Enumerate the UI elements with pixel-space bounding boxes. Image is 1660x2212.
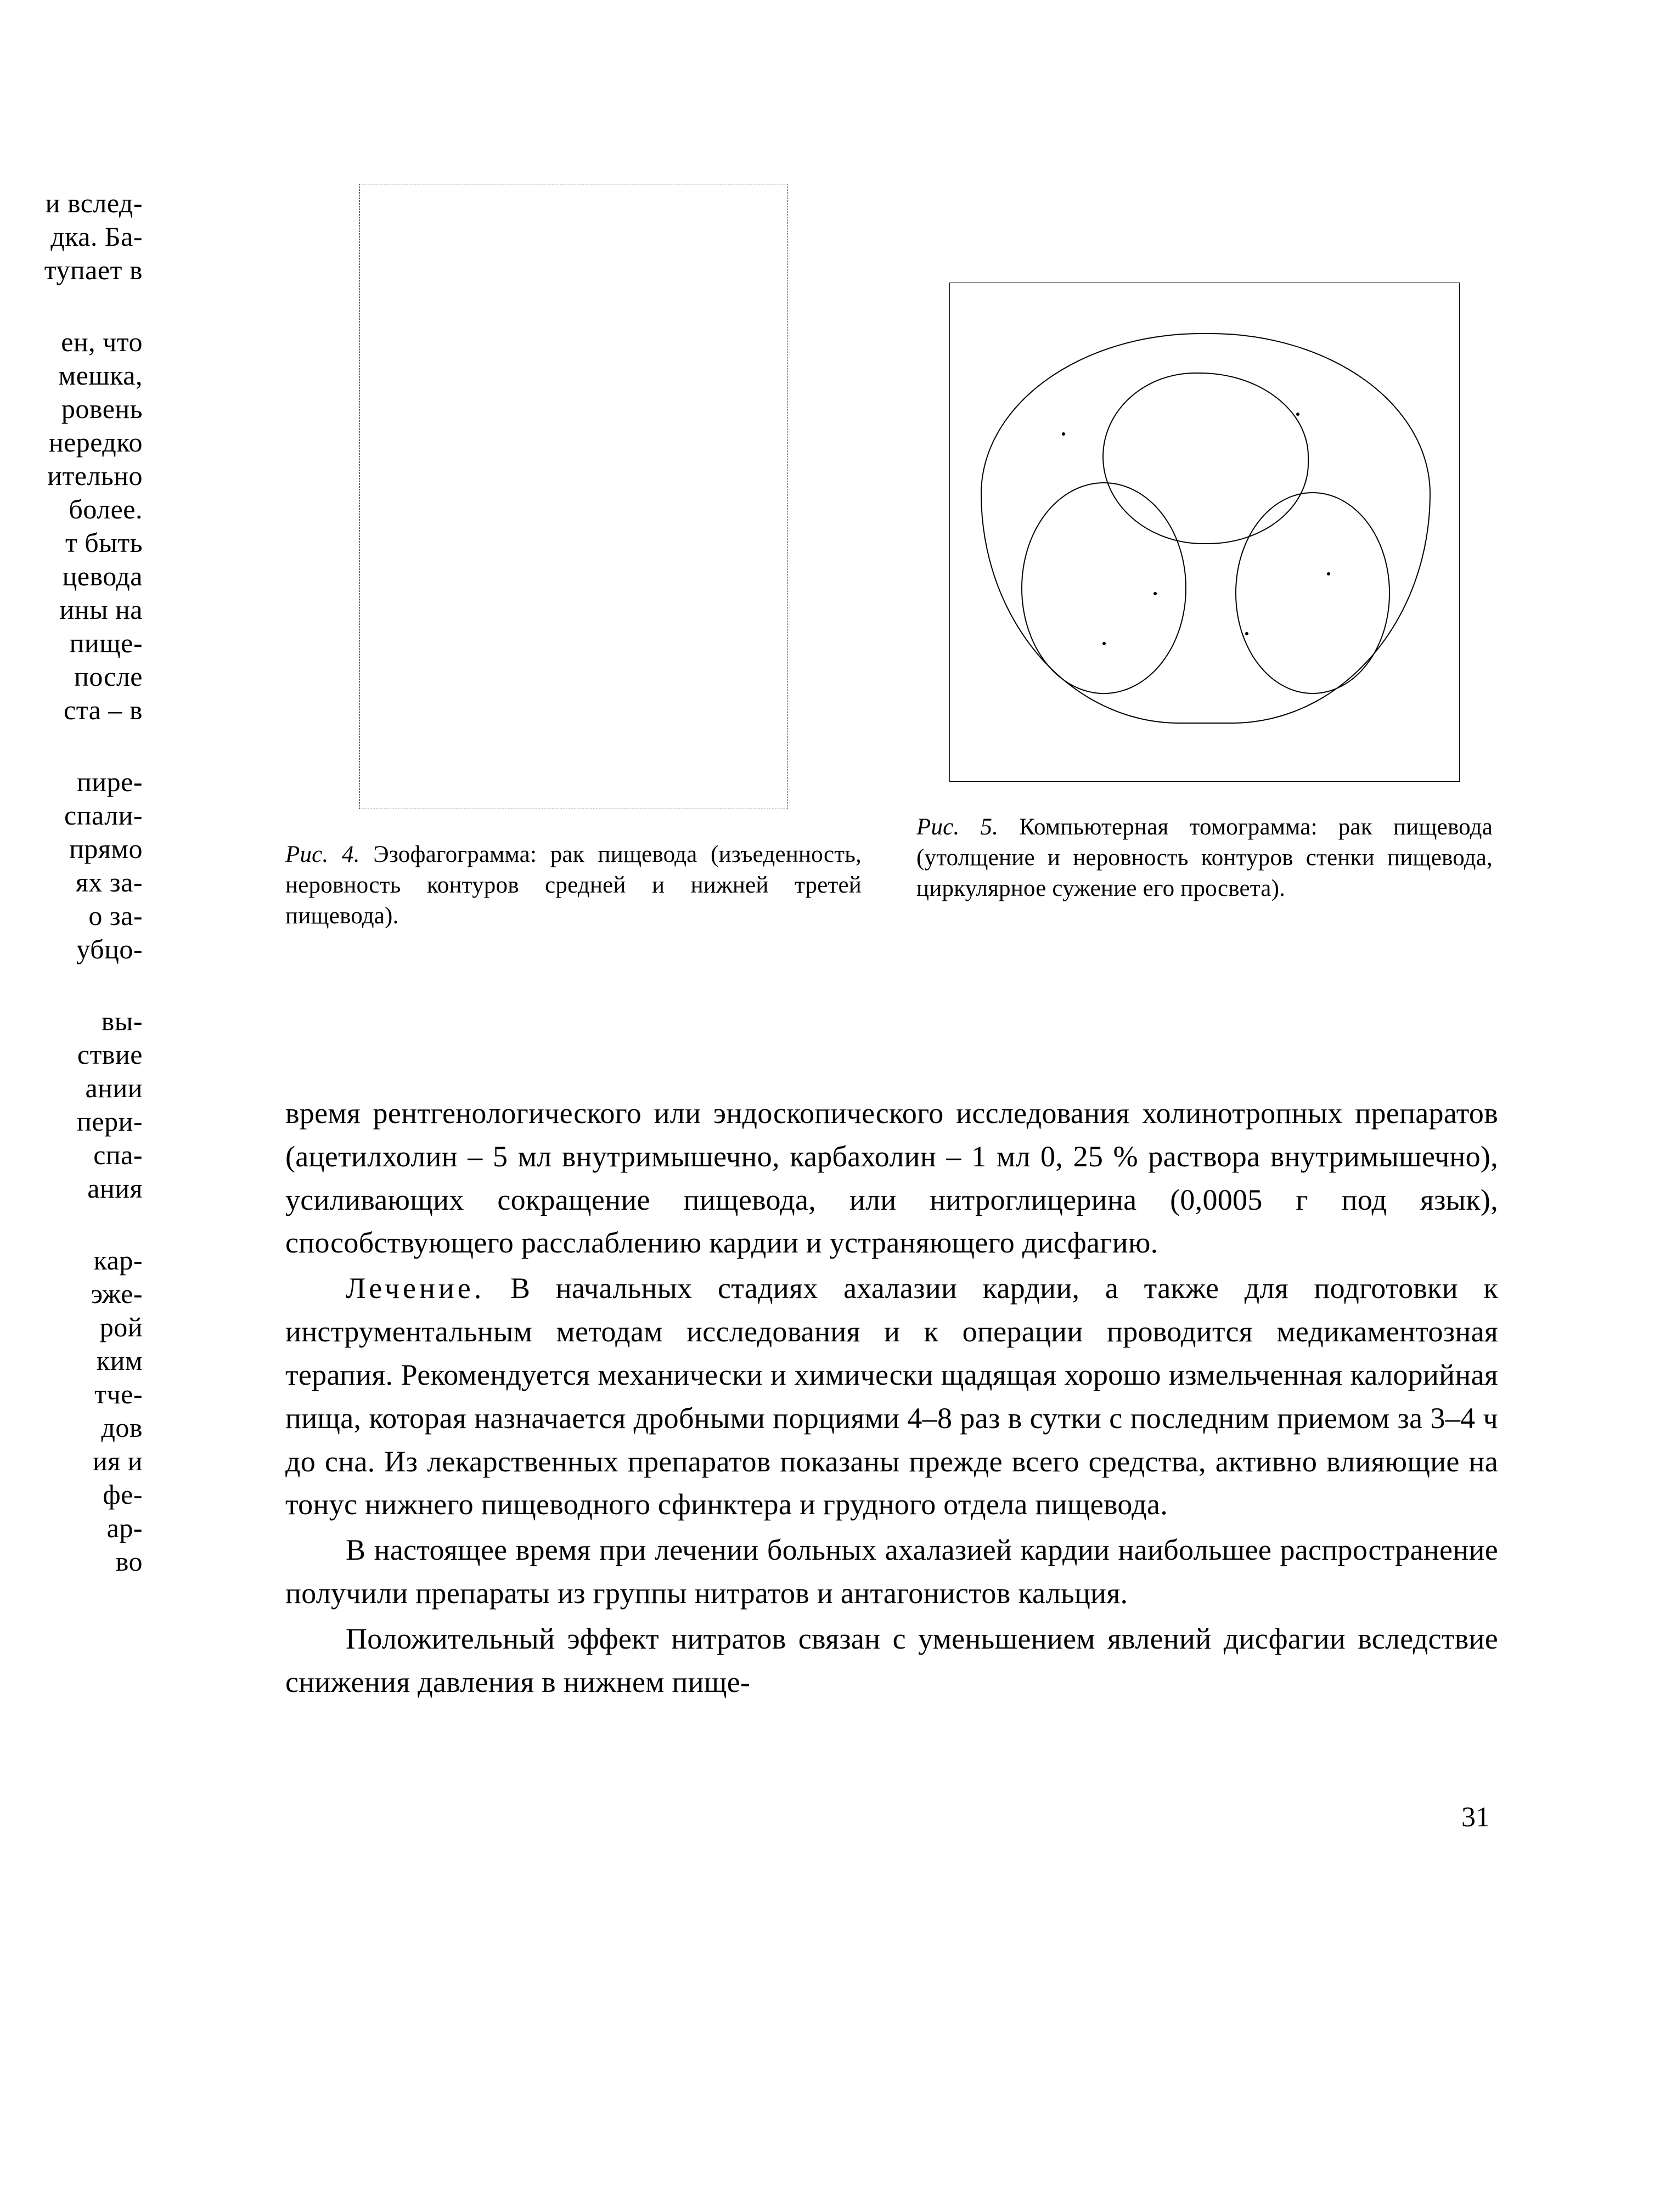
figure-5: Рис. 5. Компьютерная томограмма: рак пищ…	[916, 184, 1493, 904]
frag: мешка,	[0, 359, 143, 392]
frag: нередко	[0, 426, 143, 459]
frag: убцо-	[0, 933, 143, 966]
left-block-3: пире- спали- прямо ях за- о за- убцо-	[0, 765, 143, 966]
figure-5-caption-text: Компьютерная томограмма: рак пищевода (у…	[916, 814, 1493, 901]
frag: спали-	[0, 799, 143, 832]
frag: ании	[0, 1071, 143, 1105]
frag: более.	[0, 493, 143, 526]
frag: ста – в	[0, 693, 143, 727]
frag: во	[0, 1545, 143, 1578]
frag: пище-	[0, 627, 143, 660]
figures-row: Рис. 4. Эзофагограмма: рак пищевода (изъ…	[285, 184, 1493, 932]
frag: ины на	[0, 593, 143, 627]
frag: пери-	[0, 1105, 143, 1138]
frag: пире-	[0, 765, 143, 799]
frag: и вслед-	[0, 187, 143, 220]
body-p2-rest: В начальных стадиях ахалазии кардии, а т…	[285, 1272, 1498, 1521]
frag: ровень	[0, 392, 143, 426]
ct-shape-icon	[1021, 482, 1186, 693]
left-block-2: ен, что мешка, ровень нередко ительно бо…	[0, 325, 143, 727]
frag: тупает в	[0, 253, 143, 287]
frag: эже-	[0, 1277, 143, 1311]
left-margin-fragments: и вслед- дка. Ба- тупает в ен, что мешка…	[0, 187, 143, 1617]
left-block-4: вы- ствие ании пери- спа- ания	[0, 1005, 143, 1205]
frag: т быть	[0, 526, 143, 560]
body-p2-lead: Лечение.	[346, 1272, 485, 1305]
frag: ар-	[0, 1511, 143, 1545]
frag: ким	[0, 1344, 143, 1378]
frag: рой	[0, 1311, 143, 1344]
frag: ия и	[0, 1444, 143, 1478]
frag: ительно	[0, 459, 143, 493]
frag: ях за-	[0, 866, 143, 899]
left-block-5: кар- эже- рой ким тче- дов ия и фе- ар- …	[0, 1244, 143, 1578]
frag: цевода	[0, 560, 143, 593]
body-p2: Лечение. В начальных стадиях ахалазии ка…	[285, 1267, 1498, 1526]
body-text: время рентгенологического или эндоскопич…	[285, 1092, 1498, 1706]
ct-shape-icon	[1235, 492, 1390, 693]
figure-4-label: Рис. 4.	[285, 842, 360, 867]
figure-5-image-placeholder	[949, 283, 1460, 782]
figure-5-label: Рис. 5.	[916, 814, 998, 840]
frag: после	[0, 660, 143, 693]
frag: прямо	[0, 832, 143, 866]
figure-4-image-placeholder	[359, 184, 787, 809]
figure-4-caption: Рис. 4. Эзофагограмма: рак пищевода (изъ…	[285, 839, 862, 932]
left-block-1: и вслед- дка. Ба- тупает в	[0, 187, 143, 287]
page-number: 31	[1461, 1801, 1490, 1833]
frag: вы-	[0, 1005, 143, 1038]
frag: ания	[0, 1172, 143, 1205]
figure-5-caption: Рис. 5. Компьютерная томограмма: рак пищ…	[916, 812, 1493, 904]
frag: о за-	[0, 899, 143, 933]
body-p1: время рентгенологического или эндоскопич…	[285, 1092, 1498, 1265]
frag: фе-	[0, 1478, 143, 1511]
frag: ствие	[0, 1038, 143, 1071]
frag: тче-	[0, 1378, 143, 1411]
figure-4: Рис. 4. Эзофагограмма: рак пищевода (изъ…	[285, 184, 862, 932]
frag: ен, что	[0, 325, 143, 359]
body-p4: Положительный эффект нитратов связан с у…	[285, 1617, 1498, 1704]
frag: дов	[0, 1411, 143, 1444]
scanned-page: и вслед- дка. Ба- тупает в ен, что мешка…	[0, 0, 1660, 2212]
frag: кар-	[0, 1244, 143, 1277]
figure-4-caption-text: Эзофагограмма: рак пищевода (изъеденност…	[285, 842, 862, 929]
frag: дка. Ба-	[0, 220, 143, 253]
frag: спа-	[0, 1138, 143, 1172]
body-p3: В настоящее время при лечении больных ах…	[285, 1528, 1498, 1615]
